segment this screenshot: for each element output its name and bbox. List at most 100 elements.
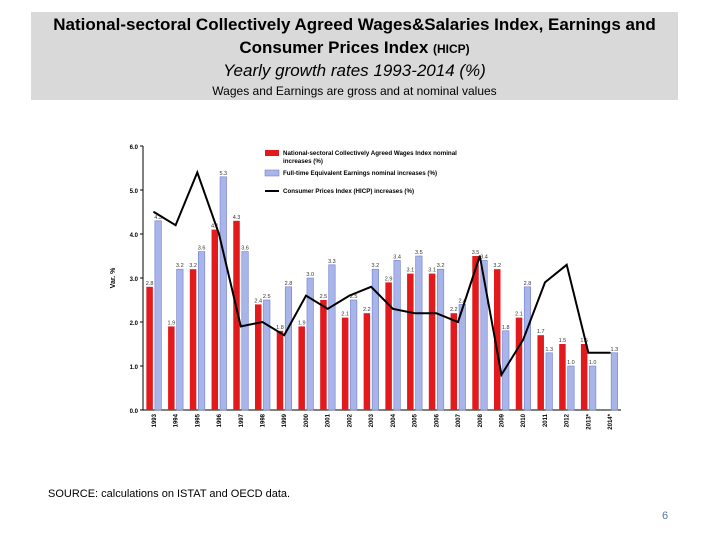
y-axis-label: Var. % bbox=[110, 267, 117, 288]
y-tick-label: 0.0 bbox=[130, 409, 139, 415]
legend-box bbox=[261, 148, 471, 204]
y-tick-label: 3.0 bbox=[130, 277, 139, 283]
data-label-earnings: 3.0 bbox=[306, 272, 314, 278]
legend-label-wages-line2: increases (%) bbox=[283, 158, 323, 165]
point-hicp bbox=[587, 352, 590, 354]
point-hicp bbox=[565, 264, 568, 266]
point-hicp bbox=[435, 312, 438, 314]
x-tick-label: 1995 bbox=[195, 413, 201, 427]
chart-title-line2-main: Consumer Prices Index bbox=[239, 38, 429, 57]
x-tick-label: 1996 bbox=[217, 413, 223, 427]
bar-wages bbox=[298, 326, 305, 410]
bar-earnings bbox=[480, 260, 488, 411]
data-label-earnings: 1.0 bbox=[589, 360, 597, 366]
data-label-earnings: 3.3 bbox=[328, 259, 336, 265]
bar-wages bbox=[515, 317, 523, 410]
chart-title-line2: Consumer Prices Index (HICP) bbox=[31, 37, 678, 60]
data-label-wages: 2.9 bbox=[385, 276, 393, 282]
bar-wages bbox=[276, 330, 284, 410]
bar-wages bbox=[233, 220, 240, 410]
bar-earnings bbox=[263, 299, 271, 411]
point-hicp bbox=[370, 286, 372, 288]
data-label-wages: 1.9 bbox=[168, 320, 176, 326]
bar-earnings bbox=[610, 352, 618, 411]
chart-title-line1: National-sectoral Collectively Agreed Wa… bbox=[53, 15, 656, 34]
data-label-earnings: 3.2 bbox=[176, 263, 184, 269]
data-label-wages: 3.5 bbox=[472, 250, 480, 256]
data-label-wages: 1.5 bbox=[559, 338, 567, 344]
point-hicp bbox=[457, 321, 459, 323]
data-label-earnings: 2.8 bbox=[524, 281, 532, 287]
point-hicp bbox=[283, 334, 286, 336]
bar-earnings bbox=[415, 255, 423, 411]
bar-wages bbox=[146, 286, 153, 410]
x-tick-label: 1997 bbox=[239, 413, 245, 427]
data-label-wages: 2.5 bbox=[320, 294, 328, 300]
bar-wages bbox=[559, 344, 566, 410]
point-hicp bbox=[522, 338, 525, 341]
y-tick-label: 6.0 bbox=[130, 145, 139, 151]
data-label-earnings: 2.5 bbox=[350, 294, 358, 300]
point-hicp bbox=[305, 294, 307, 297]
data-label-wages: 3.1 bbox=[407, 268, 415, 274]
x-tick-label: 1994 bbox=[174, 413, 180, 427]
point-hicp bbox=[196, 171, 199, 174]
data-label-wages: 1.9 bbox=[298, 320, 306, 326]
bar-earnings bbox=[567, 365, 575, 411]
x-tick-label: 2013* bbox=[586, 413, 592, 429]
x-tick-label: 2006 bbox=[434, 413, 440, 427]
point-hicp bbox=[478, 255, 481, 257]
point-hicp bbox=[500, 374, 503, 376]
x-tick-label: 2005 bbox=[413, 413, 419, 427]
bar-wages bbox=[341, 317, 349, 410]
data-label-wages: 4.1 bbox=[211, 224, 219, 230]
point-hicp bbox=[174, 224, 177, 226]
x-tick-label: 2012 bbox=[565, 413, 571, 427]
point-hicp bbox=[218, 233, 220, 235]
bar-wages bbox=[407, 273, 414, 410]
data-label-earnings: 3.6 bbox=[241, 246, 249, 252]
data-label-earnings: 3.2 bbox=[437, 263, 445, 269]
legend-label-earnings: Full-time Equivalent Earnings nominal in… bbox=[283, 170, 437, 177]
line-hicp bbox=[153, 169, 611, 378]
x-tick-label: 1999 bbox=[282, 413, 288, 427]
x-tick-label: 1993 bbox=[152, 413, 158, 427]
y-tick-label: 1.0 bbox=[130, 365, 139, 371]
data-label-earnings: 3.4 bbox=[480, 254, 488, 260]
chart-subtitle: Yearly growth rates 1993-2014 (%) bbox=[223, 61, 486, 80]
data-label-earnings: 2.4 bbox=[458, 298, 466, 304]
data-label-wages: 2.1 bbox=[515, 312, 523, 318]
x-tick-label: 2004 bbox=[391, 413, 397, 427]
x-tick-label: 1998 bbox=[261, 413, 267, 427]
bar-earnings bbox=[198, 251, 206, 411]
point-hicp bbox=[261, 321, 264, 323]
data-label-earnings: 4.3 bbox=[154, 215, 162, 221]
data-label-wages: 2.1 bbox=[341, 312, 349, 318]
bar-earnings bbox=[154, 220, 162, 411]
bar-wages bbox=[580, 344, 588, 410]
bar-wages bbox=[189, 269, 197, 410]
point-hicp bbox=[326, 308, 329, 310]
data-label-earnings: 2.5 bbox=[263, 294, 271, 300]
data-label-wages: 2.2 bbox=[363, 307, 371, 313]
page-number: 6 bbox=[662, 510, 669, 522]
data-label-earnings: 3.6 bbox=[198, 246, 206, 252]
bar-wages bbox=[255, 304, 262, 410]
x-tick-label: 2008 bbox=[478, 413, 484, 427]
data-label-earnings: 1.3 bbox=[545, 347, 553, 353]
point-hicp bbox=[392, 308, 394, 310]
bar-wages bbox=[211, 229, 219, 410]
data-label-earnings: 3.2 bbox=[372, 263, 380, 269]
point-hicp bbox=[544, 281, 546, 284]
x-tick-label: 2000 bbox=[304, 413, 310, 427]
data-label-earnings: 3.4 bbox=[393, 254, 401, 260]
bar-wages bbox=[385, 282, 392, 410]
data-label-earnings: 1.8 bbox=[502, 325, 510, 331]
bar-earnings bbox=[176, 268, 184, 411]
x-tick-label: 2007 bbox=[456, 413, 462, 427]
data-label-wages: 3.2 bbox=[493, 263, 501, 269]
bar-earnings bbox=[458, 304, 466, 411]
data-label-wages: 3.2 bbox=[189, 263, 197, 269]
data-label-earnings: 3.5 bbox=[415, 250, 423, 256]
bar-wages bbox=[363, 313, 371, 410]
